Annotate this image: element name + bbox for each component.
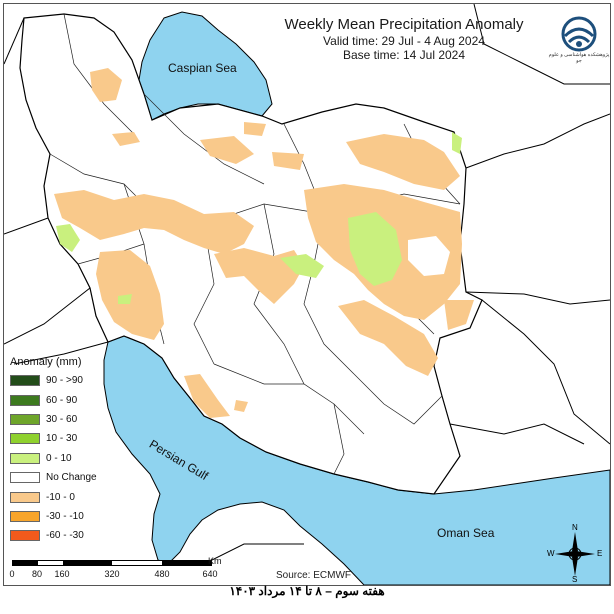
compass-e: E [597, 549, 603, 558]
legend-swatch [10, 375, 40, 387]
oman-sea-label: Oman Sea [437, 526, 495, 540]
scale-tick: 480 [154, 569, 170, 579]
legend-row: 90 - >90 [10, 371, 140, 390]
legend-row: 30 - 60 [10, 410, 140, 429]
legend-label: 30 - 60 [46, 413, 78, 425]
legend-row: 60 - 90 [10, 390, 140, 409]
compass-w: W [547, 549, 555, 558]
scale-bar: Km 0 80 160 320 480 640 [9, 556, 221, 582]
legend-swatch [10, 413, 40, 425]
legend-row: -30 - -10 [10, 507, 140, 526]
legend-swatch [10, 452, 40, 464]
legend-row: -60 - -30 [10, 526, 140, 545]
legend-label: 90 - >90 [46, 375, 83, 387]
legend-label: No Change [46, 472, 97, 484]
scale-unit: Km [208, 556, 222, 566]
title-block: Weekly Mean Precipitation Anomaly Valid … [254, 16, 554, 62]
scale-tick: 640 [202, 569, 218, 579]
scale-tick: 320 [104, 569, 120, 579]
legend-label: -60 - -30 [46, 530, 84, 542]
legend-title: Anomaly (mm) [10, 356, 82, 368]
caspian-sea-label: Caspian Sea [168, 61, 237, 75]
map-title: Weekly Mean Precipitation Anomaly [284, 16, 524, 33]
map-frame: Caspian Sea Persian Gulf Oman Sea Weekly… [3, 3, 611, 586]
base-time: Base time: 14 Jul 2024 [342, 48, 466, 62]
legend-row: 0 - 10 [10, 449, 140, 468]
scale-tick: 80 [31, 569, 43, 579]
map-canvas [4, 4, 610, 585]
no-change-holes [164, 236, 450, 276]
legend-row: 10 - 30 [10, 429, 140, 448]
legend-swatch [10, 433, 40, 445]
compass-n: N [572, 523, 578, 532]
legend-label: -30 - -10 [46, 510, 84, 522]
legend-label: -10 - 0 [46, 491, 75, 503]
neighbour-borders [4, 4, 610, 565]
scale-tick: 160 [54, 569, 70, 579]
compass-star-icon [555, 532, 595, 576]
legend-row: No Change [10, 468, 140, 487]
data-source: Source: ECMWF [276, 570, 352, 581]
legend-label: 0 - 10 [46, 452, 72, 464]
legend-swatch [10, 530, 40, 542]
scale-tick: 0 [9, 569, 15, 579]
legend-label: 60 - 90 [46, 394, 78, 406]
legend-swatch [10, 472, 40, 484]
persian-caption: هفته سوم – ۸ تا ۱۴ مرداد ۱۴۰۳ [229, 584, 385, 598]
valid-time: Valid time: 29 Jul - 4 Aug 2024 [323, 34, 485, 48]
legend-label: 10 - 30 [46, 433, 78, 445]
scale-bar-segments [12, 560, 212, 566]
positive-anomaly-areas [56, 132, 462, 304]
institute-logo [561, 16, 597, 52]
legend: Anomaly (mm) 90 - >90 60 - 90 30 - 60 10… [10, 356, 140, 546]
compass-s: S [572, 575, 578, 584]
legend-row: -10 - 0 [10, 487, 140, 506]
legend-swatch [10, 510, 40, 522]
compass-rose: N S W E [547, 523, 603, 584]
legend-swatch [10, 491, 40, 503]
logo-caption: پژوهشکده هواشناسی و علوم جو [548, 52, 610, 64]
legend-swatch [10, 394, 40, 406]
